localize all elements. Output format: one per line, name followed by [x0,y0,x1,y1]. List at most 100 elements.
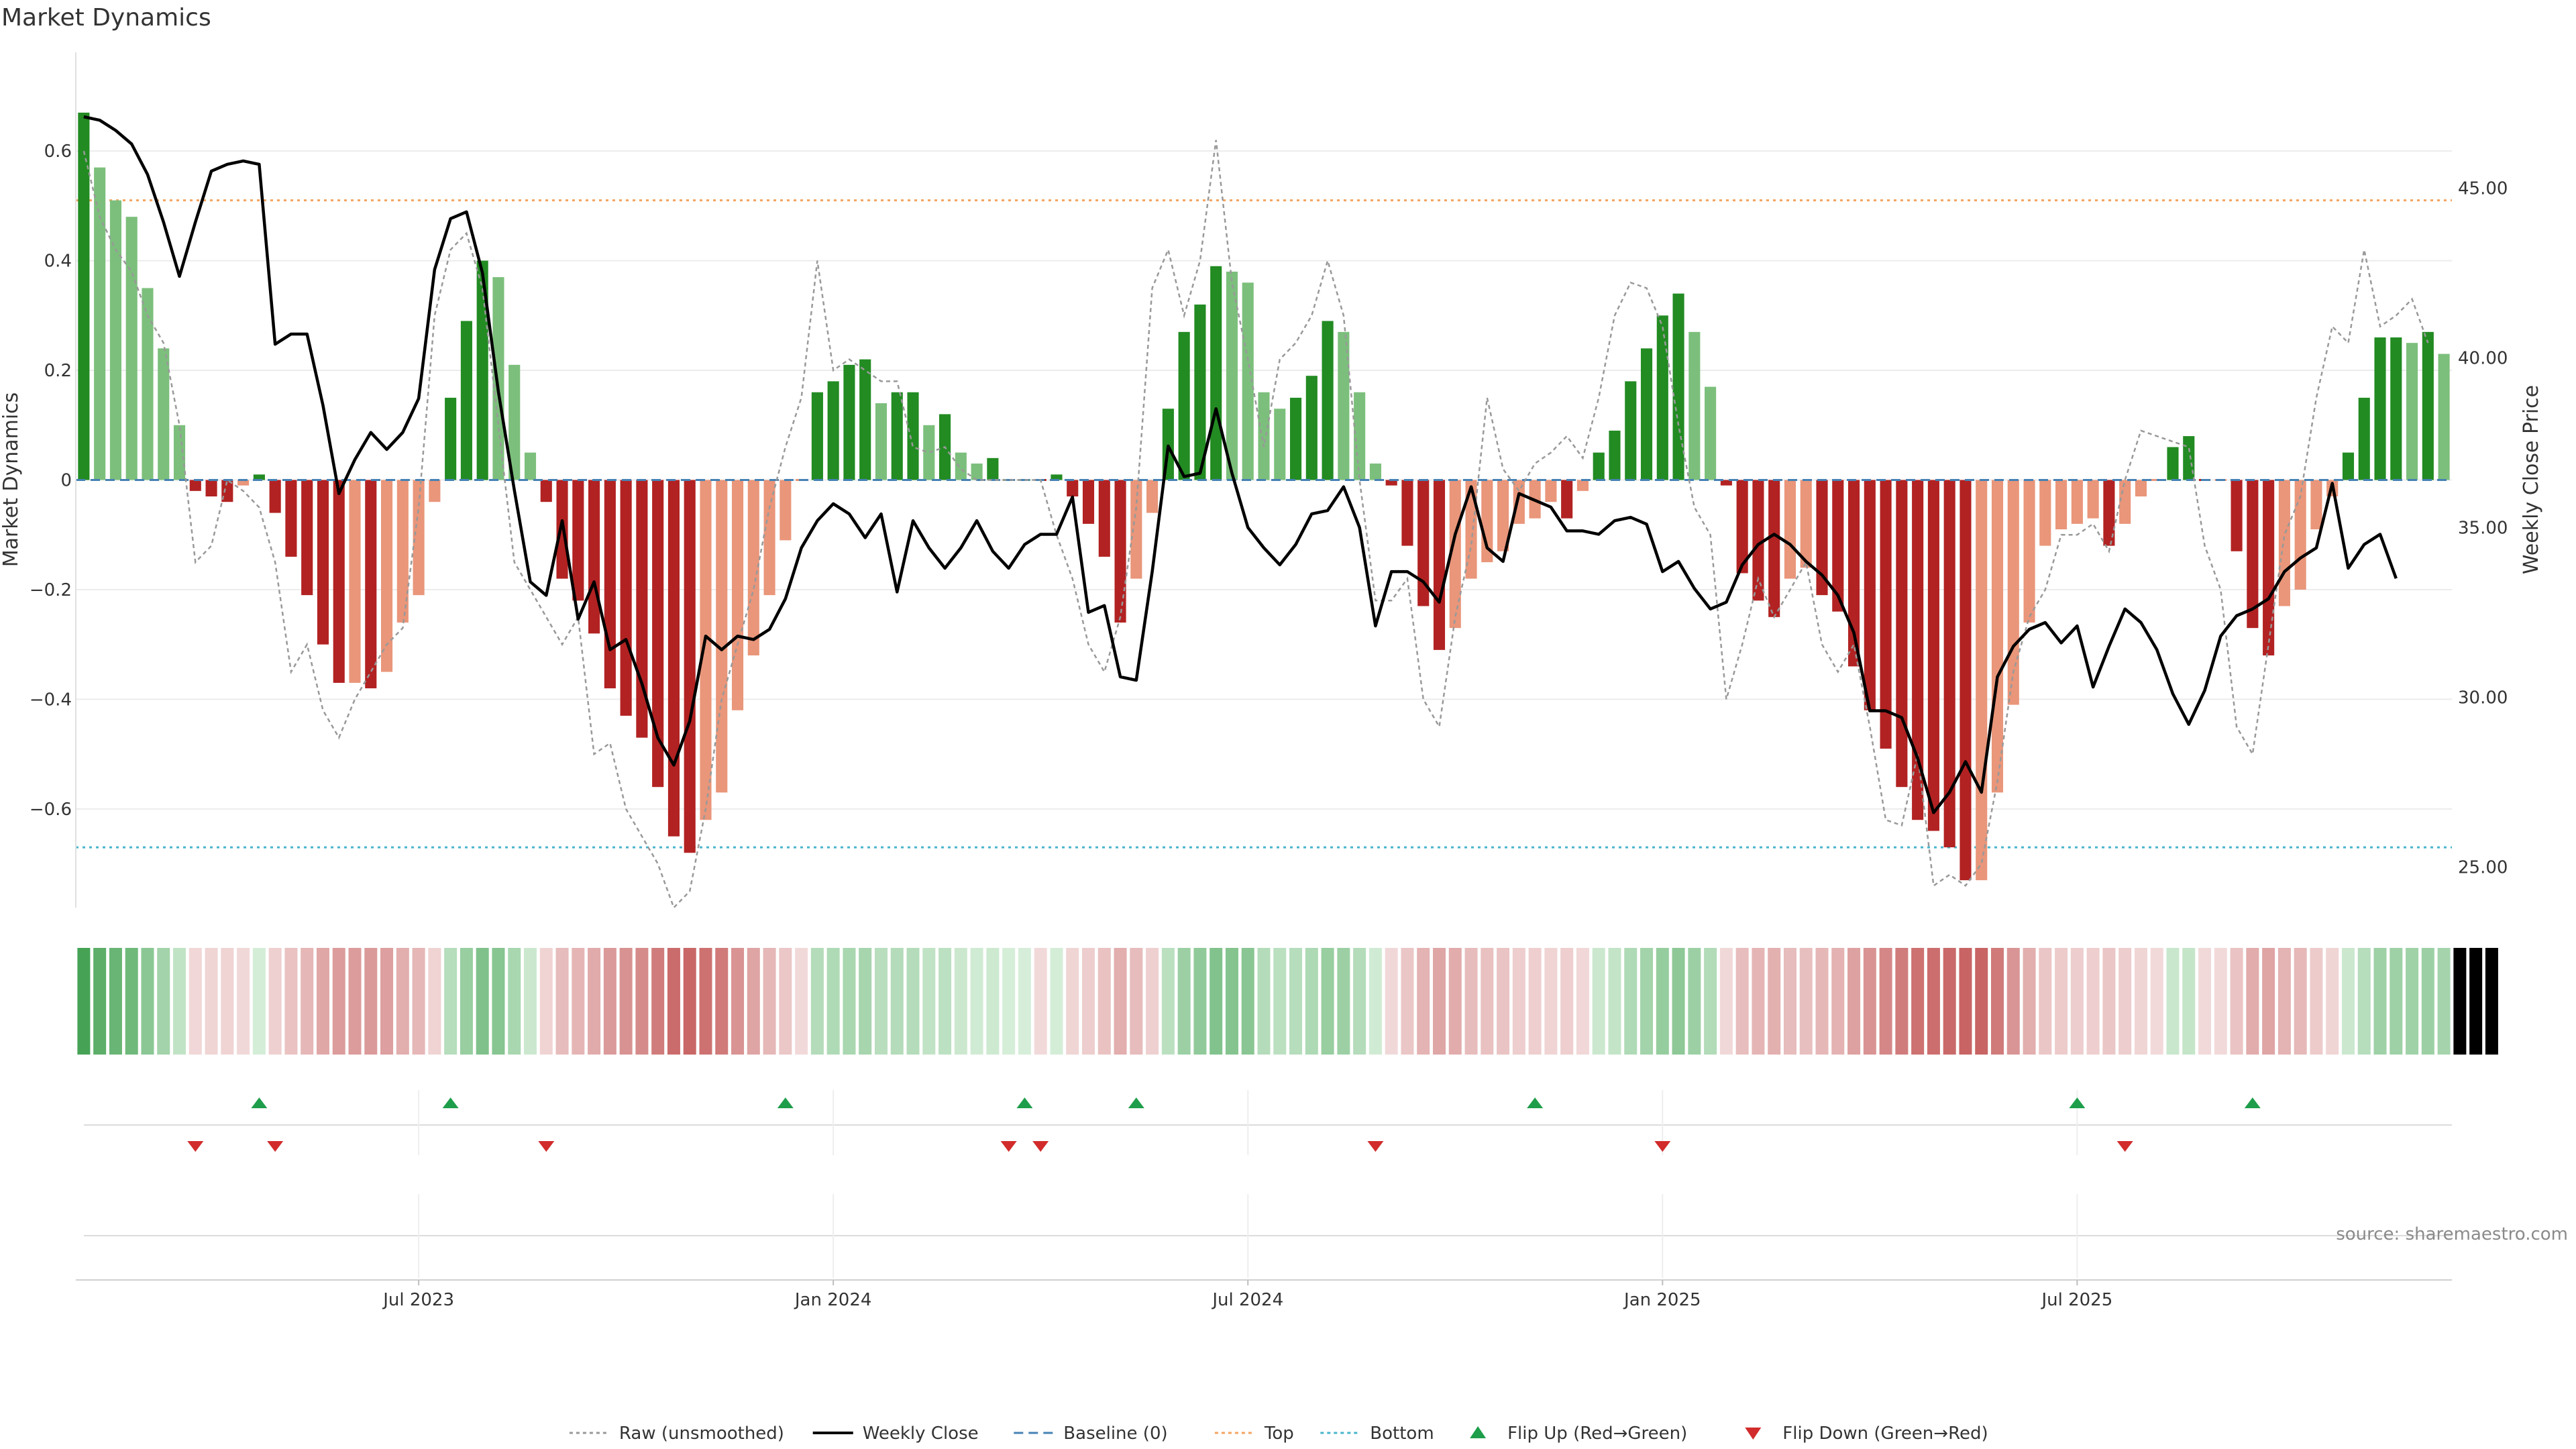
heatmap-cell [843,948,856,1055]
legend-item-flip_up: Flip Up (Red→Green) [1470,1424,1687,1444]
bar [78,112,90,480]
bar [413,480,425,596]
bar [2278,480,2290,606]
bar [2183,436,2195,480]
heatmap-cell [2055,948,2068,1055]
heatmap-cell [2357,948,2371,1055]
bar [2167,447,2179,480]
legend: Raw (unsmoothed) Weekly Close Baseline (0)… [569,1424,1988,1444]
heatmap-cell [1863,948,1876,1055]
heatmap-cell [699,948,712,1055]
flip-up-marker [442,1097,459,1108]
x-tick-label: Jul 2025 [2040,1290,2112,1310]
bar [1051,474,1063,480]
heatmap-cell [1624,948,1638,1055]
legend-label: Top [1264,1424,1294,1444]
bar [1098,480,1110,557]
heatmap-cell [539,948,553,1055]
bar [1305,376,1318,480]
bar [1705,386,1717,480]
bar [2231,480,2243,551]
bar [1114,480,1126,623]
heatmap-cell [747,948,760,1055]
heatmap-cell [1225,948,1238,1055]
legend-label: Weekly Close [863,1424,979,1444]
heatmap-cell [93,948,107,1055]
heatmap-cell [1146,948,1159,1055]
heatmap-cell [954,948,967,1055]
heatmap-cell [810,948,824,1055]
bar [380,480,393,672]
bar [2406,343,2418,480]
heatmap-cell [683,948,696,1055]
bar [1880,480,1892,749]
bar [1784,480,1796,579]
bar [1991,480,2004,793]
bar [508,364,521,480]
bar [1226,271,1238,480]
bar [221,480,233,502]
heatmap-cell [731,948,745,1055]
bar [1609,430,1621,480]
heatmap-cell [1592,948,1605,1055]
heatmap-cell [189,948,202,1055]
y2-tick-label: 40.00 [2458,348,2508,368]
heatmap-cell [667,948,680,1055]
heatmap-cell [2453,948,2467,1055]
heatmap-cell [252,948,266,1055]
bar [1832,480,1844,612]
bar [189,480,201,491]
heatmap-cell [938,948,952,1055]
bar [843,364,855,480]
heatmap-cell [332,948,345,1055]
heatmap-cell [348,948,362,1055]
heatmap-cell [2086,948,2100,1055]
heatmap-cell [1990,948,2004,1055]
bar [1130,480,1142,579]
legend-swatch [1470,1426,1487,1438]
heatmap-cell [1210,948,1223,1055]
heatmap-cell [1289,948,1303,1055]
y2-tick-label: 25.00 [2458,857,2508,877]
legend-label: Flip Up (Red→Green) [1507,1424,1687,1444]
bar [827,381,839,480]
legend-swatch [1745,1428,1762,1440]
flip-up-marker [2069,1097,2086,1108]
bar [1146,480,1159,513]
heatmap-cell [1002,948,1016,1055]
heatmap-cell [1608,948,1621,1055]
bar [1752,480,1764,601]
bar [620,480,632,716]
bar [2358,397,2370,480]
heatmap-cell [1528,948,1542,1055]
flip-down-marker [187,1141,204,1152]
x-tick-label: Jul 2023 [382,1290,454,1310]
heatmap-cell [364,948,378,1055]
bar [572,480,584,601]
bar [907,392,919,480]
bar [253,474,265,480]
bar [1545,480,1557,502]
bar [1864,480,1876,710]
bar [1736,480,1748,574]
heatmap-cell [1704,948,1717,1055]
heatmap-cell [715,948,729,1055]
flip-down-marker [1367,1141,1384,1152]
legend-label: Bottom [1370,1424,1434,1444]
heatmap-cell [2023,948,2036,1055]
heatmap-cell [1273,948,1287,1055]
heatmap-cell [1305,948,1318,1055]
heatmap-cell [2262,948,2275,1055]
heatmap-cell [874,948,888,1055]
heatmap-cell [1321,948,1334,1055]
bar [109,200,121,480]
bar [652,480,664,788]
flip-down-marker [2116,1141,2133,1152]
heatmap-cell [109,948,122,1055]
bar [1369,463,1381,480]
bar [1242,282,1254,480]
heatmap-cell [1257,948,1271,1055]
heatmap-cell [380,948,394,1055]
heatmap-cell [1050,948,1063,1055]
bar [1800,480,1812,568]
